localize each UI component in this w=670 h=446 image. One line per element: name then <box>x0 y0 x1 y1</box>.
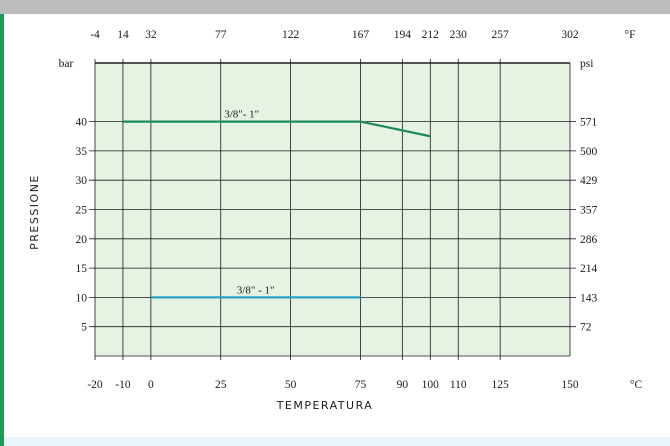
top-tick-label: 32 <box>145 29 157 41</box>
right-tick-label: 429 <box>580 175 598 187</box>
series-label: 3/8" - 1" <box>237 284 275 296</box>
top-bar <box>0 0 670 14</box>
top-tick-label: 230 <box>450 29 468 41</box>
x-axis-title: TEMPERATURA <box>276 399 374 412</box>
left-tick-label: 15 <box>76 263 88 275</box>
bottom-tick-label: 110 <box>450 379 467 391</box>
series-layer: 3/8"- 1" 3/8" - 1" <box>122 109 431 299</box>
right-tick-label: 72 <box>580 322 592 334</box>
bottom-tick-label: 90 <box>397 379 409 391</box>
left-tick-label: 20 <box>76 234 88 246</box>
bottom-tick-label: 0 <box>148 379 154 391</box>
left-tick-label: 5 <box>81 322 87 334</box>
right-tick-label: 500 <box>580 146 598 158</box>
bottom-tick-label: -20 <box>87 379 103 391</box>
bottom-tick-label: 25 <box>215 379 227 391</box>
bottom-tick-label: 100 <box>422 379 440 391</box>
right-tick-label: 357 <box>580 205 598 217</box>
bottom-band <box>4 437 670 446</box>
top-axis-unit: °F <box>625 29 636 41</box>
series-label: 3/8"- 1" <box>224 109 259 121</box>
right-tick-label: 143 <box>580 292 598 304</box>
bottom-tick-label: 125 <box>492 379 510 391</box>
top-tick-label: 77 <box>215 29 227 41</box>
bottom-tick-label: 150 <box>561 379 579 391</box>
top-tick-label: 167 <box>352 29 370 41</box>
bottom-tick-label: -10 <box>115 379 131 391</box>
top-tick-label: 257 <box>492 29 510 41</box>
left-tick-label: 35 <box>76 146 88 158</box>
y-axis-title: PRESSIONE <box>28 174 41 250</box>
grid <box>89 59 576 360</box>
left-tick-label: 30 <box>76 175 88 187</box>
right-tick-label: 286 <box>580 234 598 246</box>
left-accent-stripe <box>0 14 4 446</box>
top-tick-label: -4 <box>90 29 100 41</box>
right-axis-unit: psi <box>580 58 593 70</box>
left-tick-label: 10 <box>76 292 88 304</box>
bottom-tick-label: 75 <box>355 379 367 391</box>
bottom-tick-label: 50 <box>285 379 297 391</box>
bottom-axis-unit: °C <box>630 379 643 391</box>
top-tick-label: 302 <box>561 29 579 41</box>
top-tick-label: 194 <box>394 29 412 41</box>
top-tick-label: 212 <box>422 29 440 41</box>
top-tick-label: 122 <box>282 29 300 41</box>
tick-labels: -4 14 32 77 122 167 194 212 230 257 302 -20 -10 0 25 50… <box>76 29 598 391</box>
left-tick-label: 40 <box>76 117 88 129</box>
series-line <box>122 120 431 138</box>
left-tick-label: 25 <box>76 205 88 217</box>
left-axis-unit: bar <box>59 58 74 70</box>
right-tick-label: 571 <box>580 117 598 129</box>
right-tick-label: 214 <box>580 263 598 275</box>
top-tick-label: 14 <box>117 29 129 41</box>
